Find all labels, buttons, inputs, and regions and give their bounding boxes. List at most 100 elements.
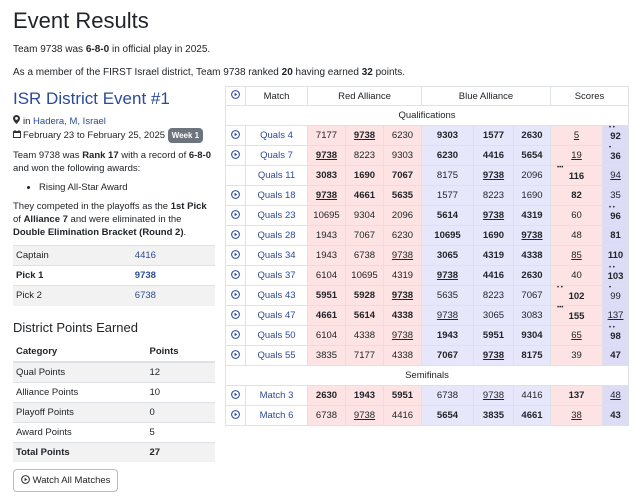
blue-team[interactable]: 8175 bbox=[421, 165, 474, 186]
play-circle-icon[interactable] bbox=[231, 149, 240, 161]
play-circle-icon[interactable] bbox=[231, 329, 240, 341]
blue-team[interactable]: 4416 bbox=[513, 385, 551, 406]
play-circle-icon[interactable] bbox=[231, 309, 240, 321]
blue-team[interactable]: 9738 bbox=[421, 265, 474, 286]
red-team[interactable]: 5614 bbox=[345, 305, 384, 326]
blue-team[interactable]: 8175 bbox=[513, 345, 551, 366]
blue-team[interactable]: 5654 bbox=[421, 405, 474, 426]
blue-team[interactable]: 5951 bbox=[473, 325, 514, 346]
red-team[interactable]: 6104 bbox=[307, 265, 346, 286]
red-team[interactable]: 1690 bbox=[345, 165, 384, 186]
match-link[interactable]: Quals 47 bbox=[257, 310, 296, 321]
red-team[interactable]: 7177 bbox=[345, 345, 384, 366]
play-circle-icon[interactable] bbox=[231, 269, 240, 281]
blue-team[interactable]: 9738 bbox=[473, 205, 514, 226]
match-link[interactable]: Quals 28 bbox=[257, 230, 296, 241]
red-team[interactable]: 9304 bbox=[345, 205, 384, 226]
blue-team[interactable]: 9304 bbox=[513, 325, 551, 346]
play-circle-icon[interactable] bbox=[231, 349, 240, 361]
red-team[interactable]: 5951 bbox=[383, 385, 422, 406]
blue-team[interactable]: 1690 bbox=[473, 225, 514, 246]
match-link[interactable]: Quals 23 bbox=[257, 210, 296, 221]
blue-team[interactable]: 1690 bbox=[513, 185, 551, 206]
play-circle-icon[interactable] bbox=[231, 90, 240, 101]
blue-team[interactable]: 9303 bbox=[421, 125, 474, 146]
team-link[interactable]: 9738 bbox=[134, 270, 156, 281]
play-circle-icon[interactable] bbox=[231, 289, 240, 301]
blue-team[interactable]: 3065 bbox=[421, 245, 474, 266]
blue-team[interactable]: 4319 bbox=[513, 205, 551, 226]
blue-team[interactable]: 10695 bbox=[421, 225, 474, 246]
watch-all-matches-button[interactable]: Watch All Matches bbox=[13, 469, 118, 492]
red-team[interactable]: 6230 bbox=[383, 125, 422, 146]
blue-team[interactable]: 8223 bbox=[473, 285, 514, 306]
blue-team[interactable]: 5635 bbox=[421, 285, 474, 306]
red-team[interactable]: 9738 bbox=[345, 125, 384, 146]
match-link[interactable]: Quals 11 bbox=[257, 170, 296, 181]
blue-team[interactable]: 4416 bbox=[473, 145, 514, 166]
blue-team[interactable]: 7067 bbox=[513, 285, 551, 306]
match-link[interactable]: Quals 50 bbox=[257, 330, 296, 341]
event-title[interactable]: ISR District Event #1 bbox=[13, 89, 170, 108]
blue-team[interactable]: 6230 bbox=[421, 145, 474, 166]
match-link[interactable]: Quals 37 bbox=[257, 270, 296, 281]
blue-team[interactable]: 6738 bbox=[421, 385, 474, 406]
match-link[interactable]: Quals 55 bbox=[257, 350, 296, 361]
red-team[interactable]: 7067 bbox=[345, 225, 384, 246]
blue-team[interactable]: 3835 bbox=[473, 405, 514, 426]
play-circle-icon[interactable] bbox=[231, 409, 240, 421]
blue-team[interactable]: 5654 bbox=[513, 145, 551, 166]
play-circle-icon[interactable] bbox=[231, 229, 240, 241]
red-team[interactable]: 3835 bbox=[307, 345, 346, 366]
red-team[interactable]: 9738 bbox=[383, 285, 422, 306]
blue-team[interactable]: 3065 bbox=[473, 305, 514, 326]
blue-team[interactable]: 1577 bbox=[421, 185, 474, 206]
red-team[interactable]: 9738 bbox=[307, 145, 346, 166]
red-team[interactable]: 9738 bbox=[345, 405, 384, 426]
blue-team[interactable]: 8223 bbox=[473, 185, 514, 206]
red-team[interactable]: 6738 bbox=[307, 405, 346, 426]
blue-team[interactable]: 9738 bbox=[421, 305, 474, 326]
red-team[interactable]: 4661 bbox=[307, 305, 346, 326]
blue-team[interactable]: 4319 bbox=[473, 245, 514, 266]
red-team[interactable]: 4338 bbox=[383, 345, 422, 366]
red-team[interactable]: 5951 bbox=[307, 285, 346, 306]
red-team[interactable]: 9738 bbox=[383, 325, 422, 346]
blue-team[interactable]: 1943 bbox=[421, 325, 474, 346]
blue-team[interactable]: 2630 bbox=[513, 125, 551, 146]
play-circle-icon[interactable] bbox=[231, 129, 240, 141]
red-team[interactable]: 5635 bbox=[383, 185, 422, 206]
red-team[interactable]: 6738 bbox=[345, 245, 384, 266]
match-link[interactable]: Quals 7 bbox=[260, 150, 293, 161]
red-team[interactable]: 7177 bbox=[307, 125, 346, 146]
play-circle-icon[interactable] bbox=[231, 189, 240, 201]
match-link[interactable]: Quals 18 bbox=[257, 190, 296, 201]
blue-team[interactable]: 9738 bbox=[473, 165, 514, 186]
event-location-link[interactable]: Hadera, M, Israel bbox=[33, 116, 106, 127]
red-team[interactable]: 6230 bbox=[383, 225, 422, 246]
red-team[interactable]: 2096 bbox=[383, 205, 422, 226]
red-team[interactable]: 1943 bbox=[345, 385, 384, 406]
red-team[interactable]: 8223 bbox=[345, 145, 384, 166]
blue-team[interactable]: 2096 bbox=[513, 165, 551, 186]
red-team[interactable]: 6104 bbox=[307, 325, 346, 346]
match-link[interactable]: Quals 43 bbox=[257, 290, 296, 301]
red-team[interactable]: 4416 bbox=[383, 405, 422, 426]
red-team[interactable]: 9303 bbox=[383, 145, 422, 166]
red-team[interactable]: 7067 bbox=[383, 165, 422, 186]
blue-team[interactable]: 3083 bbox=[513, 305, 551, 326]
red-team[interactable]: 1943 bbox=[307, 225, 346, 246]
red-team[interactable]: 4319 bbox=[383, 265, 422, 286]
blue-team[interactable]: 9738 bbox=[473, 385, 514, 406]
team-link[interactable]: 6738 bbox=[134, 290, 156, 302]
red-team[interactable]: 5928 bbox=[345, 285, 384, 306]
blue-team[interactable]: 4338 bbox=[513, 245, 551, 266]
blue-team[interactable]: 7067 bbox=[421, 345, 474, 366]
red-team[interactable]: 2630 bbox=[307, 385, 346, 406]
red-team[interactable]: 9738 bbox=[383, 245, 422, 266]
blue-team[interactable]: 1577 bbox=[473, 125, 514, 146]
red-team[interactable]: 10695 bbox=[307, 205, 346, 226]
match-link[interactable]: Match 3 bbox=[259, 390, 294, 401]
play-circle-icon[interactable] bbox=[231, 209, 240, 221]
blue-team[interactable]: 9738 bbox=[473, 345, 514, 366]
